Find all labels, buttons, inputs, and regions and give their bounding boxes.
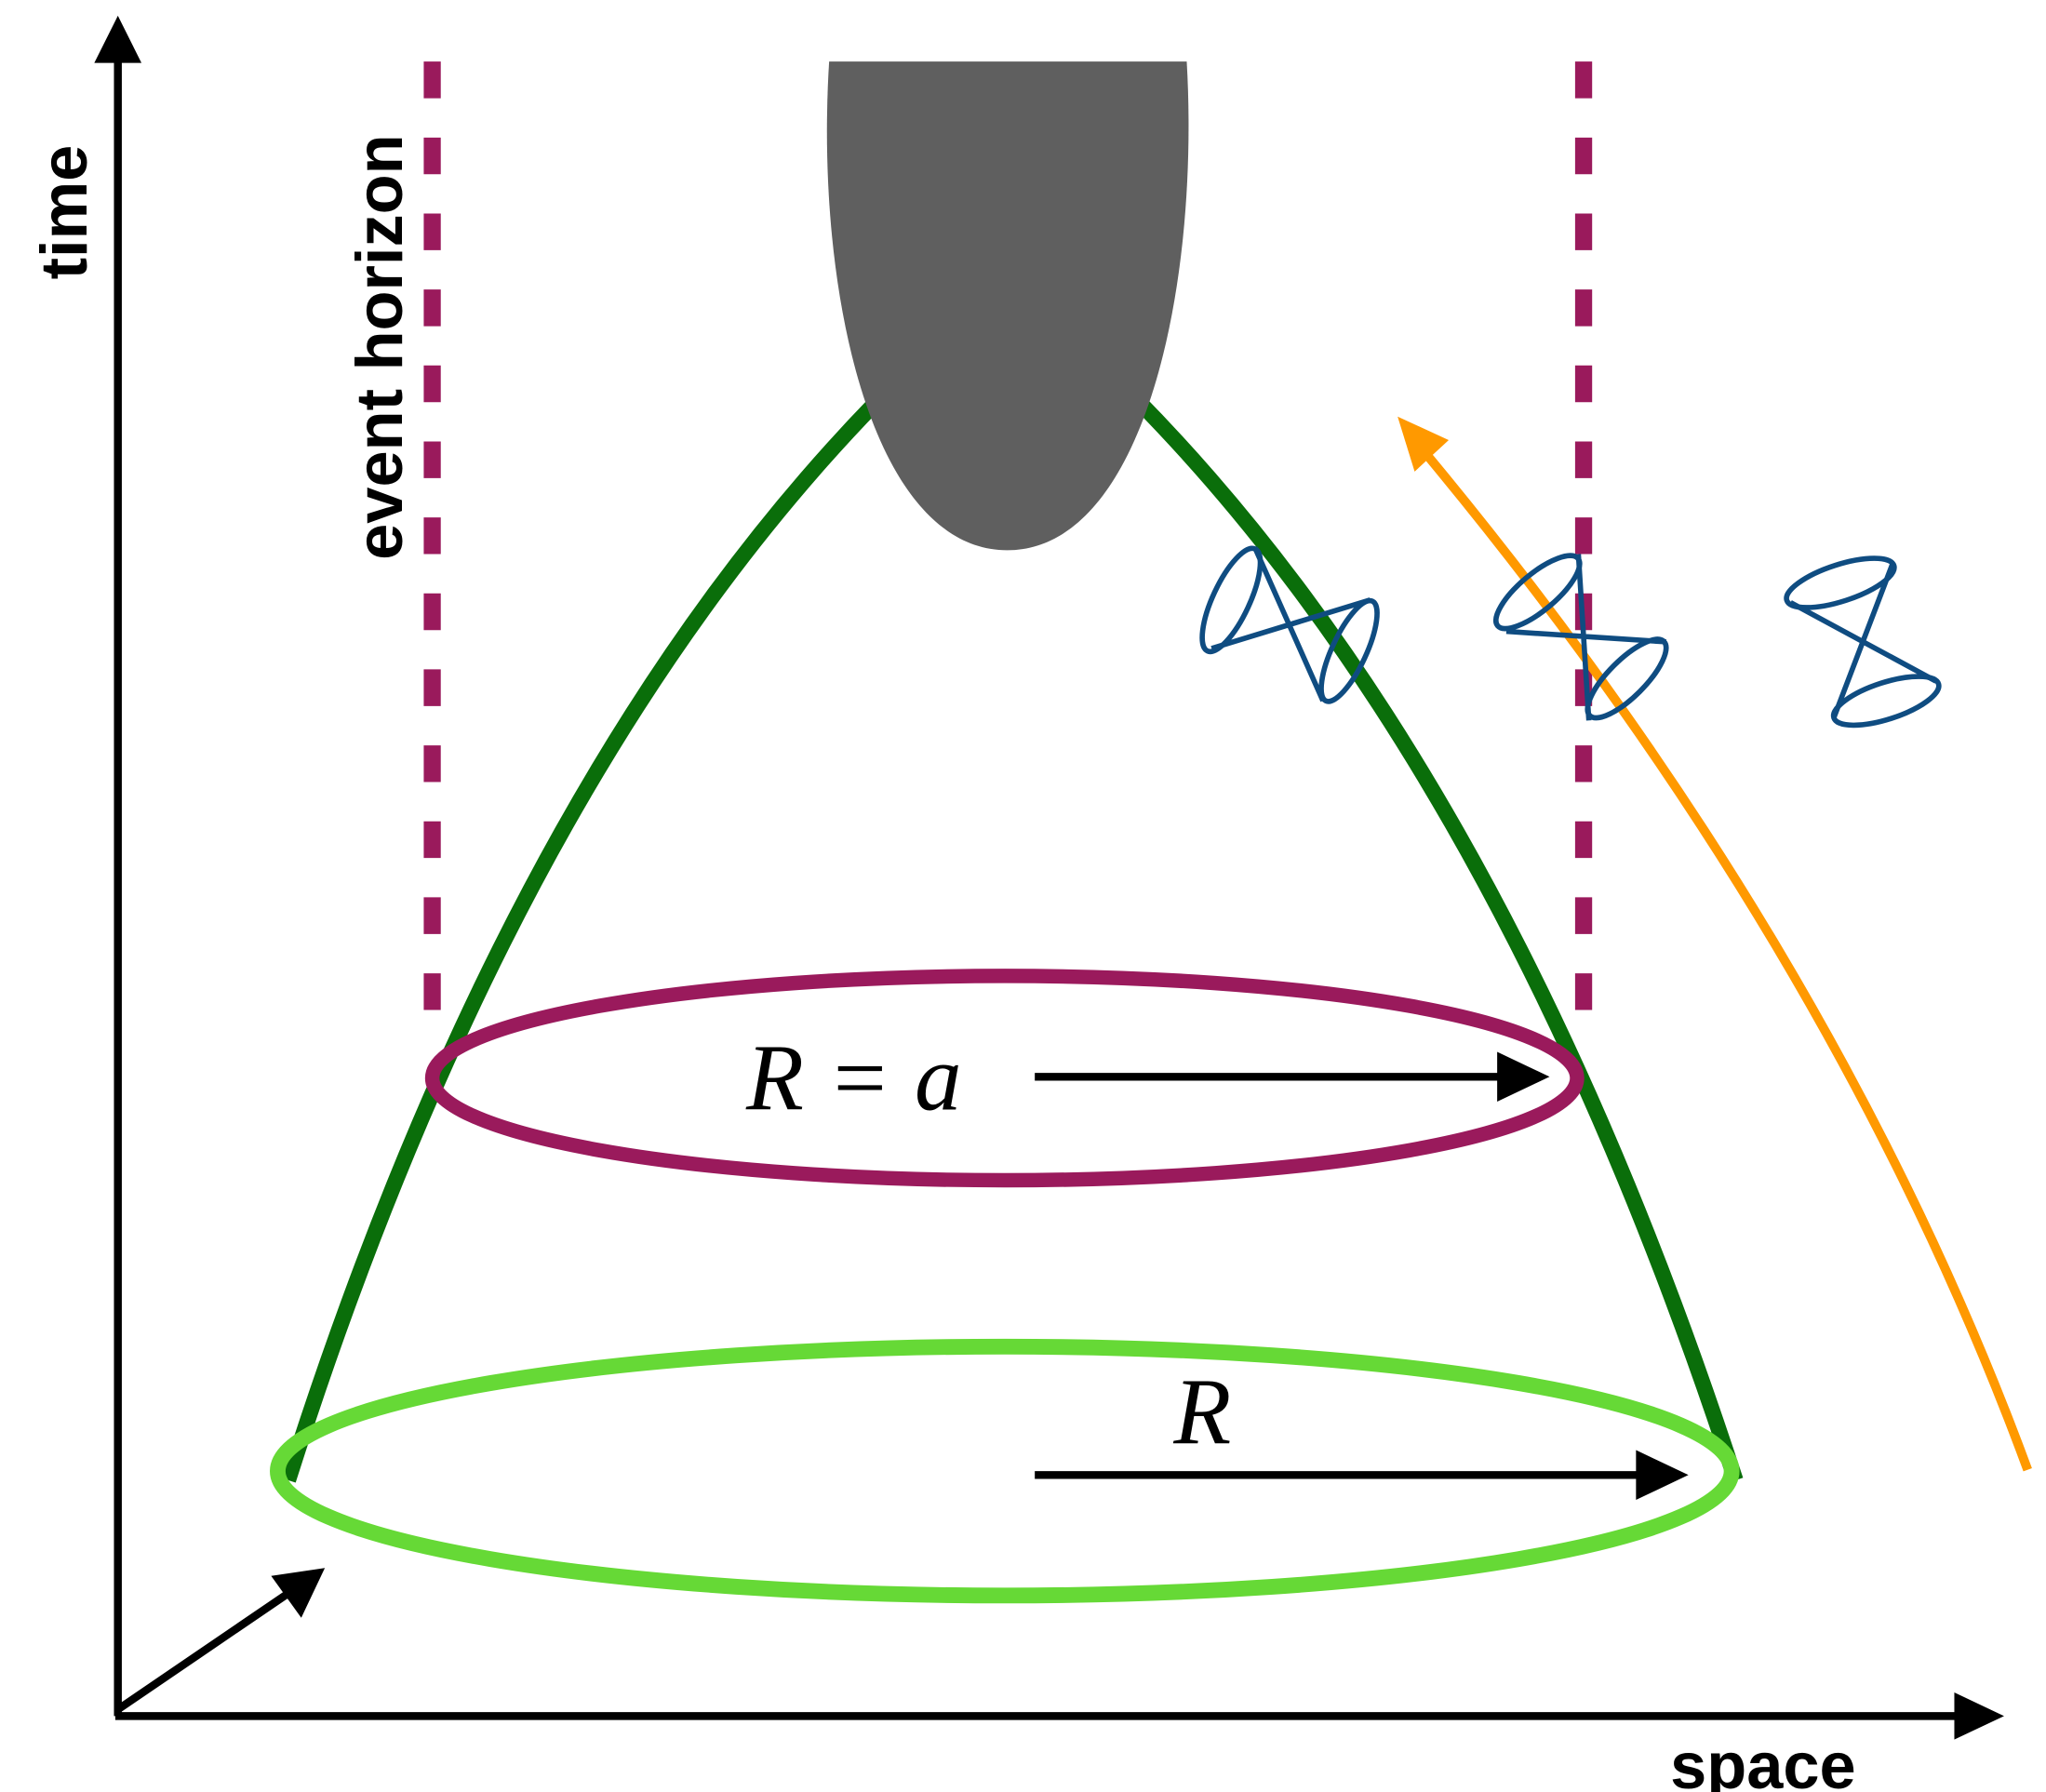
event-horizon-label: event horizon <box>342 134 416 559</box>
depth-arrowhead <box>271 1568 325 1618</box>
diagram: R = a R time event horizon space <box>0 0 2046 1792</box>
page: {"axes": {"y_label": "time", "x_label": … <box>0 0 2046 1792</box>
outer-radius-label: R <box>1172 1359 1231 1464</box>
space-arrowhead <box>1954 1692 2003 1740</box>
space-label: space <box>1670 1729 1856 1792</box>
time-label: time <box>27 145 100 280</box>
light-ray-arrowhead <box>1397 417 1449 472</box>
light-cone <box>1781 548 1944 735</box>
radius-arrowhead-outer <box>1636 1451 1688 1501</box>
radius-arrowhead-inner <box>1497 1052 1549 1103</box>
depth-axis <box>118 1592 291 1710</box>
inner-radius-label: R = a <box>745 1025 962 1130</box>
singularity <box>827 61 1189 550</box>
time-arrowhead <box>94 16 141 63</box>
light-ray <box>1421 448 2027 1470</box>
